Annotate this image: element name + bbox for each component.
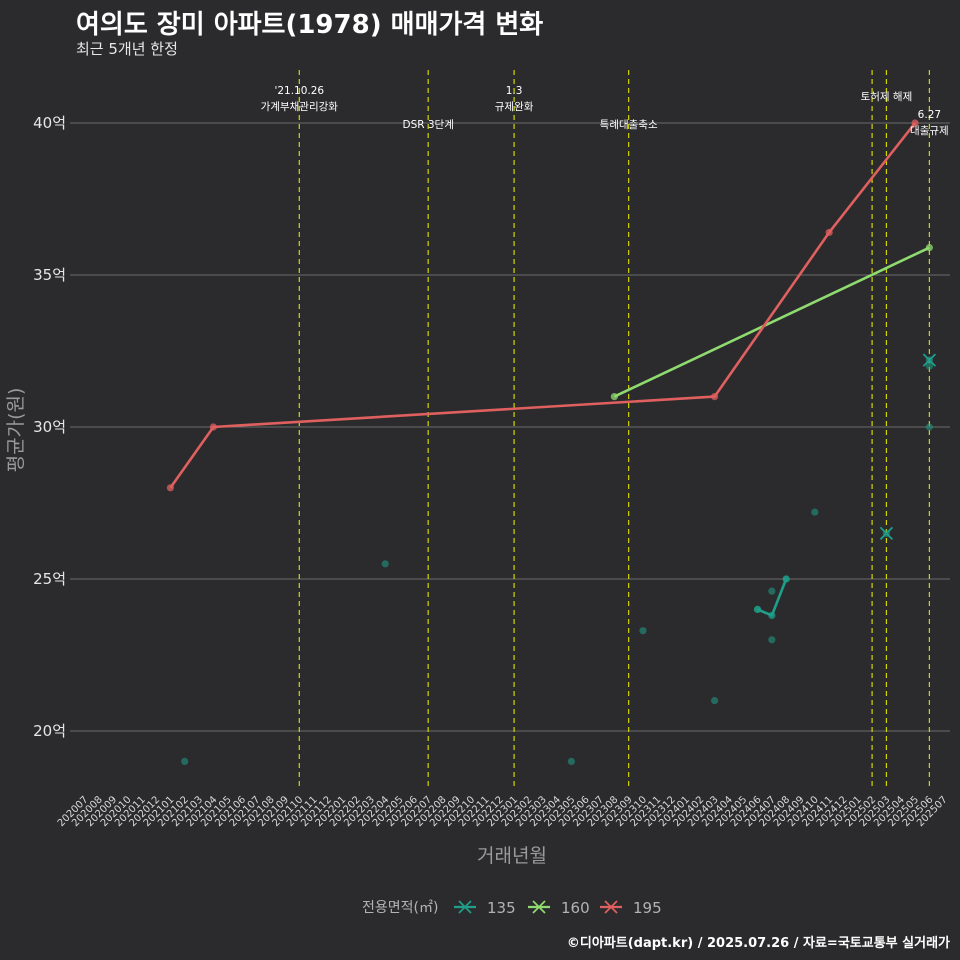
y-tick-label: 30억	[33, 418, 66, 436]
data-point-135	[181, 757, 189, 766]
legend-item-195: 195	[600, 899, 662, 917]
event-annotation: DSR 3단계	[402, 119, 453, 131]
cross-mark-135	[922, 353, 937, 367]
data-point-195	[911, 119, 919, 127]
data-point-135	[925, 362, 933, 370]
data-point-135	[768, 636, 776, 644]
data-point-135	[381, 560, 389, 568]
series-line-160	[613, 246, 930, 398]
data-point-135	[768, 587, 776, 595]
event-annotation: 가계부채관리강화	[261, 101, 339, 113]
x-axis-title: 거래년월	[477, 845, 547, 867]
event-annotation: 대출규제	[910, 125, 949, 137]
series-line-195	[169, 122, 917, 489]
legend-label: 195	[633, 899, 662, 917]
legend-label: 135	[487, 899, 516, 917]
data-point-195	[825, 228, 833, 237]
event-annotation: 1.3	[506, 85, 523, 97]
legend-label: 160	[561, 899, 590, 917]
event-annotation: '21.10.26	[274, 85, 324, 97]
data-point-135	[811, 508, 819, 516]
legend-item-160: 160	[528, 899, 590, 917]
event-annotation: 규제완화	[495, 100, 534, 113]
y-tick-label: 35억	[33, 266, 66, 284]
y-tick-label: 25억	[33, 570, 66, 588]
cross-mark-stroke	[879, 526, 894, 541]
series-line-135	[757, 578, 788, 617]
data-point-135	[753, 605, 762, 614]
cross-mark-135	[879, 526, 894, 541]
y-tick-label: 20억	[33, 722, 66, 740]
data-point-135	[567, 757, 575, 766]
chart-subtitle: 최근 5개년 한정	[76, 40, 178, 58]
data-point-160	[925, 244, 933, 252]
data-point-195	[209, 423, 217, 431]
legend-swatch-cross	[604, 900, 618, 914]
y-axis-title: 평균가(원)	[5, 388, 27, 473]
legend-swatch-cross	[458, 900, 472, 914]
data-point-135	[768, 611, 776, 620]
event-annotation: 토허제 해제	[861, 90, 913, 103]
data-point-195	[166, 484, 175, 492]
event-annotation: 특례대출축소	[600, 119, 658, 131]
data-point-135	[710, 697, 719, 705]
y-tick-label: 40억	[33, 114, 66, 132]
data-point-135	[925, 423, 933, 431]
event-annotation: 6.27	[918, 109, 941, 121]
source-caption: ©디아파트(dapt.kr) / 2025.07.26 / 자료=국토교통부 실…	[566, 936, 950, 951]
legend-item-135: 135	[454, 899, 516, 917]
cross-mark-stroke	[922, 353, 937, 367]
legend-swatch-cross	[532, 900, 546, 914]
legend: 전용면적(㎡) 135 160 195	[362, 899, 662, 917]
data-point-160	[610, 393, 618, 401]
data-point-135	[639, 627, 647, 635]
legend-title: 전용면적(㎡)	[362, 900, 438, 916]
data-point-135	[782, 575, 790, 583]
chart-title: 여의도 장미 아파트(1978) 매매가격 변화	[76, 10, 544, 40]
data-point-195	[710, 393, 719, 401]
